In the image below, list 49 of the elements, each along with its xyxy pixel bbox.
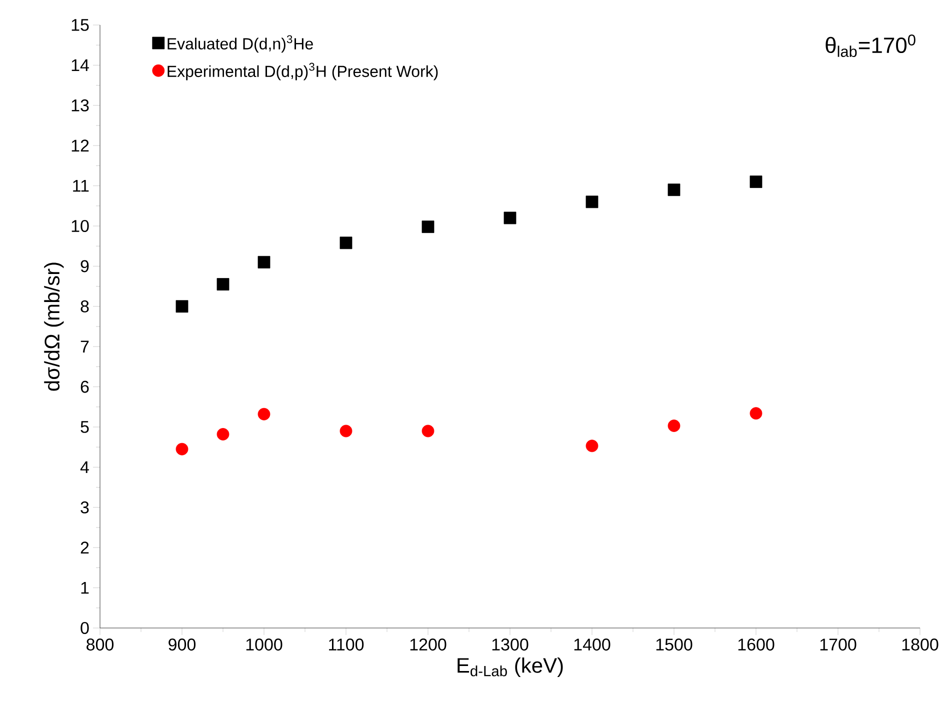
y-tick-label: 2 [80,542,89,554]
point [422,424,434,438]
legend-label: Evaluated D(d,n)$^{3}$He [168,35,313,53]
x-tick-label: 1500 [656,638,692,651]
point [750,407,762,420]
point [340,424,352,438]
y-tick-label: 13 [72,99,89,112]
annotation: θ$_{lab}$=170$^{0}$ [826,34,916,58]
y-tick-label: 9 [80,260,89,272]
y-tick-label: 8 [80,300,89,312]
y-tick-label: 15 [72,19,89,31]
point [422,220,434,233]
x-tick-label: 1300 [492,638,528,651]
y-tick-label: 7 [80,340,89,352]
point [586,196,598,208]
y-tick-label: 11 [73,180,89,192]
y-tick-label: 10 [72,220,89,232]
x-tick-label: 1400 [574,638,610,651]
x-tick-label: 900 [168,638,196,651]
y-tick-label: 6 [80,380,89,393]
y-tick-label: 4 [80,461,89,474]
point [216,278,230,290]
point [586,440,598,452]
point [668,184,680,196]
y-tick-label: 3 [80,501,89,514]
point [176,300,188,313]
y-tick-label: 0 [80,622,89,634]
x-tick-label: 1600 [738,638,774,651]
point [750,176,762,188]
x-tick-label: 1000 [246,638,282,651]
legend-label: Experimental D(d,p)$^{3}$H (Present Work) [168,62,438,80]
y-tick-label: 14 [72,59,89,72]
y-tick-label: 12 [72,140,89,152]
point [504,212,516,224]
point [668,420,680,432]
y-tick-label: 1 [81,582,89,594]
point [258,408,270,420]
y-axis-title: dσ/dΩ (mb/sr) [44,262,64,391]
x-tick-label: 800 [86,638,114,651]
point [340,236,352,250]
point [216,428,230,440]
point [176,442,188,456]
x-tick-label: 1700 [820,638,856,651]
x-tick-label: 1100 [329,638,364,651]
x-tick-label: 1200 [410,638,446,651]
x-axis-title: E$_{d-Lab}$ (keV) [458,657,563,677]
x-tick-label: 1800 [902,638,938,651]
point [258,256,270,268]
y-tick-label: 5 [80,421,89,433]
